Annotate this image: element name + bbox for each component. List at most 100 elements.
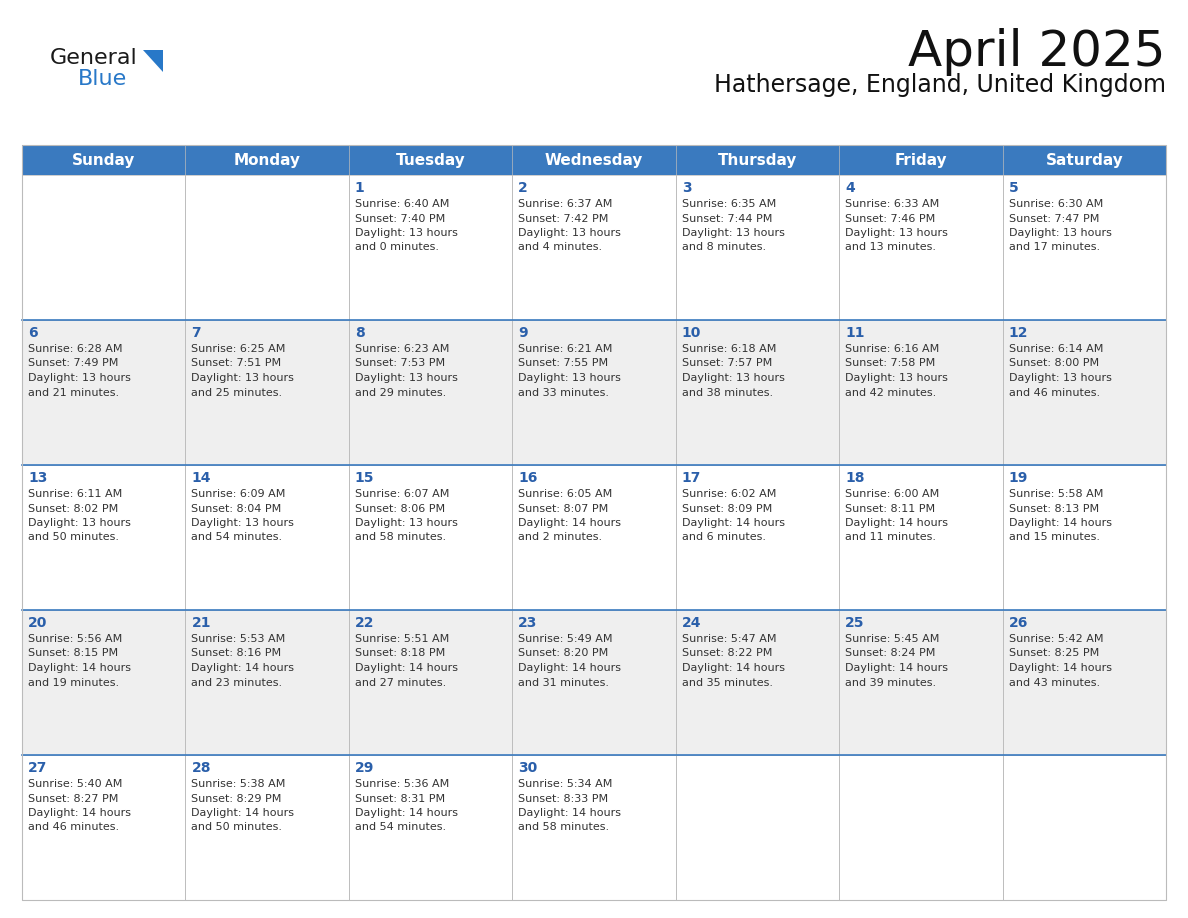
Text: Sunset: 7:42 PM: Sunset: 7:42 PM — [518, 214, 608, 223]
Text: Saturday: Saturday — [1045, 152, 1123, 167]
Text: 1: 1 — [355, 181, 365, 195]
Text: Daylight: 14 hours: Daylight: 14 hours — [845, 663, 948, 673]
Text: Sunset: 8:02 PM: Sunset: 8:02 PM — [29, 503, 119, 513]
Bar — [1003, 465, 1165, 610]
Text: Sunset: 7:55 PM: Sunset: 7:55 PM — [518, 359, 608, 368]
Text: Sunrise: 5:58 AM: Sunrise: 5:58 AM — [1009, 489, 1102, 499]
Bar — [676, 610, 839, 755]
Text: and 21 minutes.: and 21 minutes. — [29, 387, 119, 397]
Text: Sunrise: 6:28 AM: Sunrise: 6:28 AM — [29, 344, 122, 354]
Text: Daylight: 13 hours: Daylight: 13 hours — [29, 373, 131, 383]
Text: and 38 minutes.: and 38 minutes. — [682, 387, 773, 397]
Text: Sunset: 8:00 PM: Sunset: 8:00 PM — [1009, 359, 1099, 368]
Text: 18: 18 — [845, 471, 865, 485]
Text: 30: 30 — [518, 761, 537, 775]
Text: Sunset: 8:06 PM: Sunset: 8:06 PM — [355, 503, 446, 513]
Text: Daylight: 13 hours: Daylight: 13 hours — [518, 228, 621, 238]
Text: 28: 28 — [191, 761, 211, 775]
Text: Daylight: 14 hours: Daylight: 14 hours — [29, 808, 131, 818]
Text: and 33 minutes.: and 33 minutes. — [518, 387, 609, 397]
Text: Sunset: 8:07 PM: Sunset: 8:07 PM — [518, 503, 608, 513]
Text: Sunrise: 5:42 AM: Sunrise: 5:42 AM — [1009, 634, 1104, 644]
Bar — [23, 755, 185, 900]
Text: 2: 2 — [518, 181, 527, 195]
Text: and 6 minutes.: and 6 minutes. — [682, 532, 766, 543]
Text: Sunset: 7:51 PM: Sunset: 7:51 PM — [191, 359, 282, 368]
Text: Daylight: 13 hours: Daylight: 13 hours — [191, 373, 295, 383]
Text: Daylight: 13 hours: Daylight: 13 hours — [355, 228, 457, 238]
Text: 16: 16 — [518, 471, 538, 485]
Text: Sunrise: 6:23 AM: Sunrise: 6:23 AM — [355, 344, 449, 354]
Text: Daylight: 14 hours: Daylight: 14 hours — [355, 663, 457, 673]
Text: General: General — [50, 48, 138, 68]
Text: Friday: Friday — [895, 152, 947, 167]
Polygon shape — [143, 50, 163, 72]
Text: and 23 minutes.: and 23 minutes. — [191, 677, 283, 688]
Text: 25: 25 — [845, 616, 865, 630]
Text: Sunset: 7:44 PM: Sunset: 7:44 PM — [682, 214, 772, 223]
Bar — [23, 145, 1165, 900]
Bar — [185, 465, 349, 610]
Text: and 58 minutes.: and 58 minutes. — [355, 532, 446, 543]
Bar — [1003, 610, 1165, 755]
Text: 8: 8 — [355, 326, 365, 340]
Text: Sunset: 7:53 PM: Sunset: 7:53 PM — [355, 359, 446, 368]
Text: 24: 24 — [682, 616, 701, 630]
Text: Sunset: 8:29 PM: Sunset: 8:29 PM — [191, 793, 282, 803]
Bar — [1003, 320, 1165, 465]
Text: 21: 21 — [191, 616, 211, 630]
Text: Hathersage, England, United Kingdom: Hathersage, England, United Kingdom — [714, 73, 1165, 97]
Text: Sunrise: 5:56 AM: Sunrise: 5:56 AM — [29, 634, 122, 644]
Bar — [839, 610, 1003, 755]
Text: Daylight: 13 hours: Daylight: 13 hours — [1009, 373, 1112, 383]
Bar — [349, 175, 512, 320]
Text: and 15 minutes.: and 15 minutes. — [1009, 532, 1100, 543]
Text: Daylight: 14 hours: Daylight: 14 hours — [355, 808, 457, 818]
Bar — [23, 610, 185, 755]
Bar — [839, 755, 1003, 900]
Text: 10: 10 — [682, 326, 701, 340]
Bar — [23, 320, 185, 465]
Text: Daylight: 14 hours: Daylight: 14 hours — [845, 518, 948, 528]
Text: Sunset: 8:18 PM: Sunset: 8:18 PM — [355, 648, 446, 658]
Text: Sunset: 7:49 PM: Sunset: 7:49 PM — [29, 359, 119, 368]
Text: Sunrise: 5:51 AM: Sunrise: 5:51 AM — [355, 634, 449, 644]
Text: 22: 22 — [355, 616, 374, 630]
Text: Sunrise: 6:11 AM: Sunrise: 6:11 AM — [29, 489, 122, 499]
Text: Sunset: 8:04 PM: Sunset: 8:04 PM — [191, 503, 282, 513]
Text: Sunrise: 6:21 AM: Sunrise: 6:21 AM — [518, 344, 613, 354]
Text: and 46 minutes.: and 46 minutes. — [29, 823, 119, 833]
Text: 19: 19 — [1009, 471, 1028, 485]
Text: 17: 17 — [682, 471, 701, 485]
Text: Sunrise: 5:49 AM: Sunrise: 5:49 AM — [518, 634, 613, 644]
Text: Sunrise: 5:38 AM: Sunrise: 5:38 AM — [191, 779, 286, 789]
Bar — [512, 175, 676, 320]
Text: Sunset: 7:57 PM: Sunset: 7:57 PM — [682, 359, 772, 368]
Text: and 4 minutes.: and 4 minutes. — [518, 242, 602, 252]
Text: 26: 26 — [1009, 616, 1028, 630]
Text: 7: 7 — [191, 326, 201, 340]
Text: and 50 minutes.: and 50 minutes. — [191, 823, 283, 833]
Bar — [512, 320, 676, 465]
Text: and 50 minutes.: and 50 minutes. — [29, 532, 119, 543]
Text: and 25 minutes.: and 25 minutes. — [191, 387, 283, 397]
Text: and 54 minutes.: and 54 minutes. — [355, 823, 446, 833]
Bar — [839, 465, 1003, 610]
Text: Monday: Monday — [234, 152, 301, 167]
Text: and 19 minutes.: and 19 minutes. — [29, 677, 119, 688]
Text: Daylight: 13 hours: Daylight: 13 hours — [1009, 228, 1112, 238]
Text: Daylight: 14 hours: Daylight: 14 hours — [191, 808, 295, 818]
Text: Sunset: 8:27 PM: Sunset: 8:27 PM — [29, 793, 119, 803]
Text: Daylight: 14 hours: Daylight: 14 hours — [191, 663, 295, 673]
Text: Daylight: 14 hours: Daylight: 14 hours — [682, 663, 785, 673]
Text: Sunrise: 6:30 AM: Sunrise: 6:30 AM — [1009, 199, 1102, 209]
Text: and 2 minutes.: and 2 minutes. — [518, 532, 602, 543]
Text: Sunrise: 6:02 AM: Sunrise: 6:02 AM — [682, 489, 776, 499]
Text: and 17 minutes.: and 17 minutes. — [1009, 242, 1100, 252]
Text: Blue: Blue — [78, 69, 127, 89]
Text: and 58 minutes.: and 58 minutes. — [518, 823, 609, 833]
Text: Sunrise: 5:40 AM: Sunrise: 5:40 AM — [29, 779, 122, 789]
Text: 14: 14 — [191, 471, 211, 485]
Bar — [23, 465, 185, 610]
Bar — [349, 320, 512, 465]
